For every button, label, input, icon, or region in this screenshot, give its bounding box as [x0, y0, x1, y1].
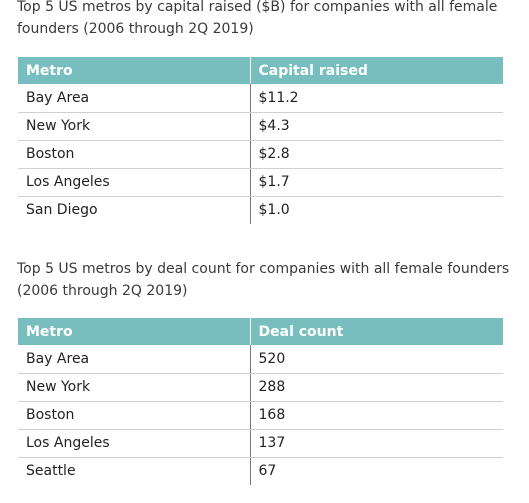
value-cell: 520 — [250, 345, 503, 374]
metro-cell: Los Angeles — [18, 168, 251, 197]
capital-table-caption: Top 5 US metros by capital raised ($B) f… — [17, 0, 498, 37]
deal-count-table-caption: Top 5 US metros by deal count for compan… — [17, 261, 510, 299]
column-header-capital-raised: Capital raised — [250, 57, 503, 84]
value-cell: 67 — [258, 463, 277, 480]
value-cell: $2.8 — [250, 140, 503, 169]
value-cell: 137 — [250, 429, 503, 458]
table-row: Los Angeles $1.7 — [18, 168, 503, 197]
metro-cell: New York — [18, 373, 251, 402]
metro-cell: San Diego — [18, 196, 251, 224]
table-row: Boston 168 — [18, 401, 503, 430]
table-row: San Diego $1.0 — [18, 196, 503, 224]
table-row: Bay Area 520 — [18, 345, 503, 374]
metro-cell: Seattle — [18, 457, 251, 485]
column-header-metro: Metro — [18, 318, 251, 345]
value-cell: 288 — [250, 373, 503, 402]
table-header-row: Metro Deal count — [18, 318, 503, 345]
capital-raised-table: Metro Capital raised Bay Area $11.2 New … — [18, 57, 503, 224]
metro-cell: Boston — [18, 140, 251, 169]
metro-cell: Boston — [18, 401, 251, 430]
column-header-deal-count: Deal count — [250, 318, 503, 345]
metro-cell: Bay Area — [18, 345, 251, 374]
table-row: New York 288 — [18, 373, 503, 402]
metro-cell: Bay Area — [18, 84, 251, 113]
deal-count-table: Metro Deal count Bay Area 520 New York 2… — [18, 318, 503, 485]
table-row: Los Angeles 137 — [18, 429, 503, 458]
value-cell: $1.7 — [250, 168, 503, 197]
value-cell: 168 — [250, 401, 503, 430]
value-cell: $11.2 — [250, 84, 503, 113]
column-header-metro: Metro — [18, 57, 251, 84]
table-header-row: Metro Capital raised — [18, 57, 503, 84]
table-row: Boston $2.8 — [18, 140, 503, 169]
metro-cell: Los Angeles — [18, 429, 251, 458]
table-row: Seattle 67 — [18, 457, 503, 485]
metro-cell: New York — [18, 112, 251, 141]
table-row: Bay Area $11.2 — [18, 84, 503, 113]
value-cell: $4.3 — [250, 112, 503, 141]
table-row: New York $4.3 — [18, 112, 503, 141]
value-cell: $1.0 — [258, 202, 290, 219]
